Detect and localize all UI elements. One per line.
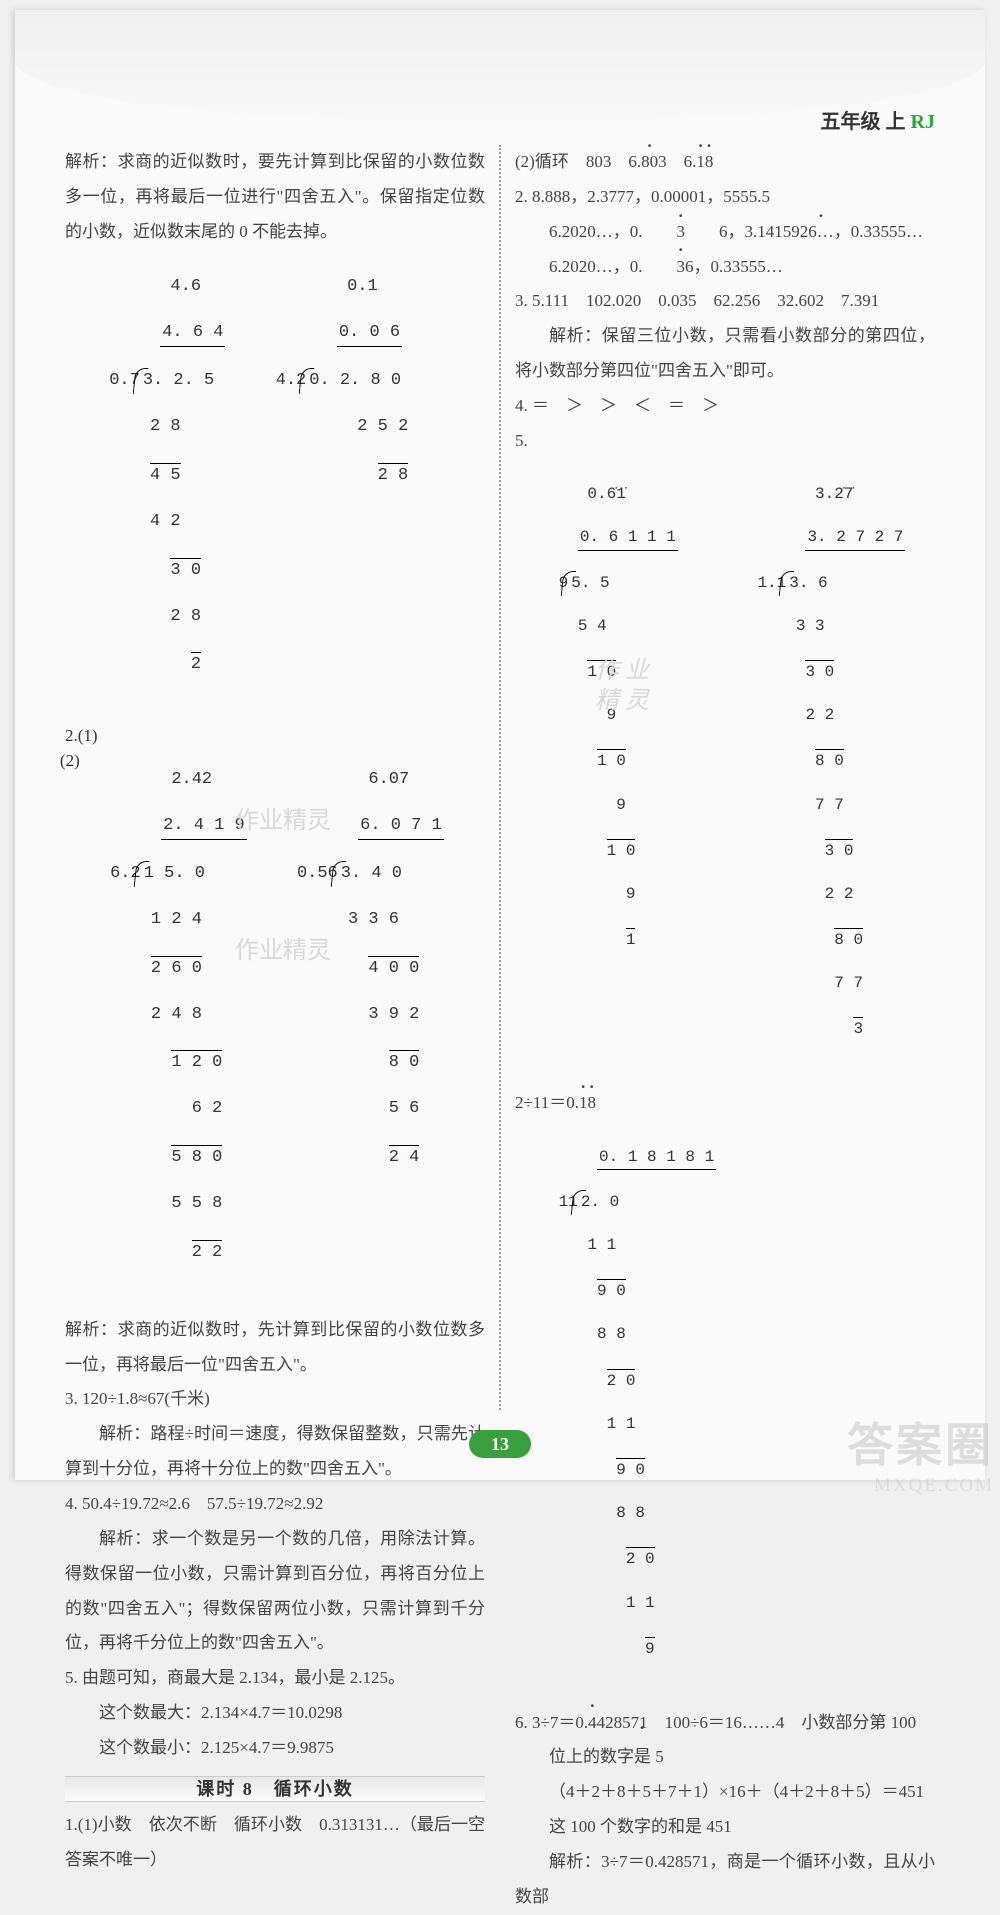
q2-label: 2.(1) (65, 727, 485, 744)
sec-q1: 1.(1)小数 依次不断 循环小数 0.313131…（最后一空答案不唯一） (65, 1808, 485, 1878)
grade-label: 五年级 上 (821, 111, 911, 133)
ld-f: 3.2̇7̇ 3. 2 7 2 7 1.13. 6 3 3 3 0 2 2 8 … (748, 463, 906, 1085)
q2-1-row: 4.6 4. 6 4 0.73. 2. 5 2 8 4 5 4 2 3 0 2 … (99, 254, 485, 724)
q3: 3. 120÷1.8≈67(千米) (65, 1382, 485, 1417)
q2-2-row: (2) 2.42 2. 4 1 9 6.21 5. 0 1 2 4 2 6 0 … (99, 746, 485, 1311)
series-label: RJ (911, 111, 935, 133)
r-l1: (2)循环 803 6.803 6.18 (515, 145, 935, 180)
ld-e: 0.6̇1̇ 0. 6 1 1 1 95. 5 5 4 1 0 9 1 0 9 … (549, 463, 678, 1085)
analysis-2: 解析：求商的近似数时，先计算到比保留的小数位数多一位，再将最后一位"四舍五入"。 (65, 1313, 485, 1383)
page-header: 五年级 上 RJ (821, 105, 935, 134)
r-q6d: 位上的数字是 5 (515, 1740, 935, 1775)
q4: 4. 50.4÷19.72≈2.6 57.5÷19.72≈2.92 (65, 1487, 485, 1522)
r-eq: 2÷11＝0.18 (515, 1086, 935, 1121)
q5c: 这个数最小：2.125×4.7＝9.9875 (65, 1731, 485, 1766)
r-l4: 6.2020…，0.36，0.33555… (515, 250, 935, 285)
r-q6f: 这 100 个数字的和是 451 (515, 1810, 935, 1845)
left-column: 解析：求商的近似数时，要先计算到比保留的小数位数多一位，再将最后一位进行"四舍五… (65, 145, 485, 1410)
q5b: 这个数最大：2.134×4.7＝10.0298 (65, 1696, 485, 1731)
r-cmp: 4. ＝ ＞ ＞ ＜ ＝ ＞ (515, 389, 935, 424)
analysis-1: 解析：求商的近似数时，要先计算到比保留的小数位数多一位，再将最后一位进行"四舍五… (65, 145, 485, 250)
ld-d: 6.07 6. 0 7 1 0.563. 4 0 3 3 6 4 0 0 3 9… (287, 746, 444, 1311)
page-number: 13 (15, 1430, 985, 1458)
header-decor (15, 10, 985, 120)
r-analysis2: 解析：3÷7＝0.428571，商是一个循环小数，且从小数部 (515, 1845, 935, 1915)
r-q6e: （4＋2＋8＋5＋7＋1）×16＋（4＋2＋8＋5）＝451 (515, 1775, 935, 1810)
r-l5: 3. 5.111 102.020 0.035 62.256 32.602 7.3… (515, 284, 935, 319)
r-q5-row: 0.6̇1̇ 0. 6 1 1 1 95. 5 5 4 1 0 9 1 0 9 … (549, 463, 935, 1085)
analysis-4: 解析：求一个数是另一个数的几倍，用除法计算。得数保留一位小数，只需计算到百分位，… (65, 1522, 485, 1661)
r-q5: 5. (515, 424, 935, 459)
right-column: (2)循环 803 6.803 6.18 2. 8.888，2.3777，0.0… (515, 145, 935, 1410)
q5a: 5. 由题可知，商最大是 2.134，最小是 2.125。 (65, 1661, 485, 1696)
column-divider (499, 145, 501, 1410)
r-q6a: 6. 3÷7＝0.4428571 100÷6＝16……4 小数部分第 100 (515, 1706, 935, 1741)
ld-g: 0. 1 8 1 8 1 112. 0 1 1 9 0 8 8 2 0 1 1 … (549, 1125, 716, 1703)
ld-c: 2.42 2. 4 1 9 6.21 5. 0 1 2 4 2 6 0 2 4 … (100, 746, 247, 1311)
ld-b: 0.1 0. 0 6 4.20. 2. 8 0 2 5 2 2 8 (265, 254, 408, 724)
r-l3: 6.2020…，0.36，3.1415926…，0.33555… (515, 215, 935, 250)
footer-watermark: 答案圈 MXQE.COM (847, 1409, 994, 1497)
ld-a: 4.6 4. 6 4 0.73. 2. 5 2 8 4 5 4 2 3 0 2 … (99, 254, 225, 724)
section-header: 课时 8 循环小数 (65, 1776, 485, 1802)
r-analysis1: 解析：保留三位小数，只需看小数部分的第四位，将小数部分第四位"四舍五入"即可。 (515, 319, 935, 389)
